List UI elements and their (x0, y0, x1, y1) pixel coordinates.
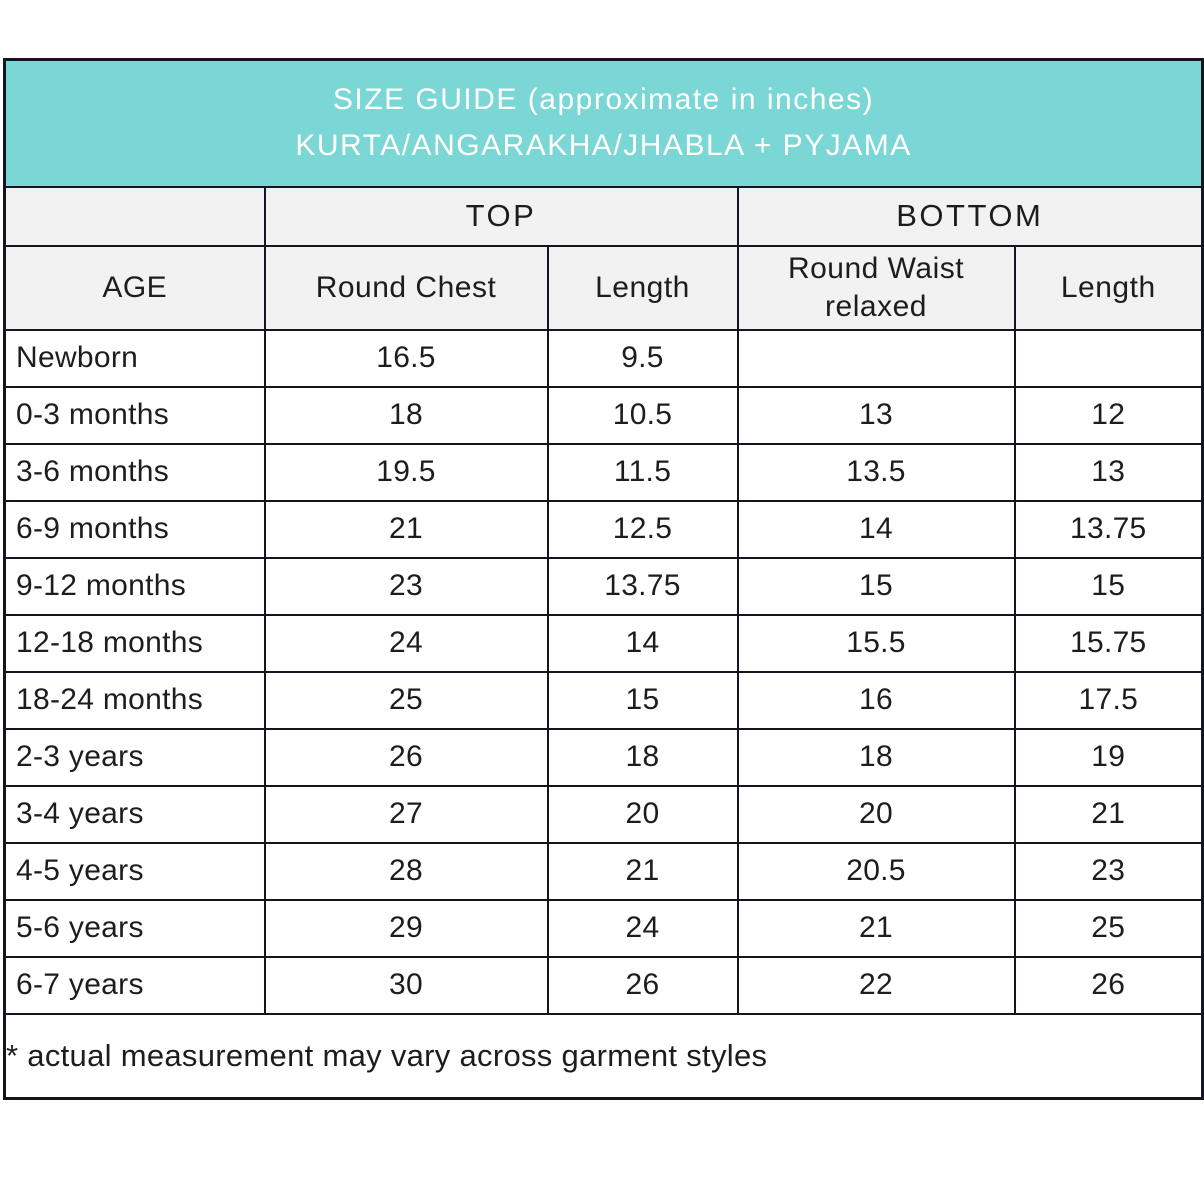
age-cell: 3-6 months (3, 442, 266, 502)
value-cell: 25 (1013, 898, 1204, 958)
table-row: 2-3 years 26 18 18 19 (3, 727, 1204, 787)
column-header-round-waist: Round Waist relaxed (736, 244, 1016, 331)
value-cell: 21 (1013, 784, 1204, 844)
value-cell: 20 (546, 784, 739, 844)
table-row: 5-6 years 29 24 21 25 (3, 898, 1204, 958)
value-cell: 29 (263, 898, 549, 958)
value-cell: 16 (736, 670, 1016, 730)
value-cell: 13 (736, 385, 1016, 445)
age-cell: 0-3 months (3, 385, 266, 445)
value-cell: 20 (736, 784, 1016, 844)
value-cell: 27 (263, 784, 549, 844)
column-header-bottom-length: Length (1013, 244, 1204, 331)
age-cell: 3-4 years (3, 784, 266, 844)
table-row: 6-7 years 30 26 22 26 (3, 955, 1204, 1015)
age-cell: 6-7 years (3, 955, 266, 1015)
value-cell: 15 (736, 556, 1016, 616)
value-cell: 24 (546, 898, 739, 958)
table-row: 4-5 years 28 21 20.5 23 (3, 841, 1204, 901)
value-cell: 15 (546, 670, 739, 730)
value-cell: 12 (1013, 385, 1204, 445)
value-cell: 18 (736, 727, 1016, 787)
value-cell: 20.5 (736, 841, 1016, 901)
value-cell: 12.5 (546, 499, 739, 559)
value-cell: 19.5 (263, 442, 549, 502)
value-cell: 23 (263, 556, 549, 616)
column-header-age: AGE (3, 244, 266, 331)
group-header-row: TOP BOTTOM (3, 185, 1204, 247)
value-cell: 17.5 (1013, 670, 1204, 730)
table-row: 3-4 years 27 20 20 21 (3, 784, 1204, 844)
value-cell: 26 (263, 727, 549, 787)
value-cell: 13.75 (1013, 499, 1204, 559)
column-header-round-chest: Round Chest (263, 244, 549, 331)
age-cell: 6-9 months (3, 499, 266, 559)
value-cell: 26 (546, 955, 739, 1015)
table-row: 9-12 months 23 13.75 15 15 (3, 556, 1204, 616)
page: SIZE GUIDE (approximate in inches) KURTA… (3, 58, 1204, 1100)
value-cell: 15 (1013, 556, 1204, 616)
value-cell: 28 (263, 841, 549, 901)
value-cell: 18 (546, 727, 739, 787)
group-header-spacer (3, 185, 266, 247)
column-header-row: AGE Round Chest Length Round Waist relax… (3, 244, 1204, 331)
table-row: 6-9 months 21 12.5 14 13.75 (3, 499, 1204, 559)
title-row: SIZE GUIDE (approximate in inches) KURTA… (3, 58, 1204, 188)
value-cell: 13.5 (736, 442, 1016, 502)
value-cell: 21 (263, 499, 549, 559)
value-cell: 24 (263, 613, 549, 673)
column-header-top-length: Length (546, 244, 739, 331)
value-cell: 16.5 (263, 328, 549, 388)
age-cell: 4-5 years (3, 841, 266, 901)
table-row: 3-6 months 19.5 11.5 13.5 13 (3, 442, 1204, 502)
value-cell: 18 (263, 385, 549, 445)
value-cell: 11.5 (546, 442, 739, 502)
table-row: 12-18 months 24 14 15.5 15.75 (3, 613, 1204, 673)
value-cell: 14 (736, 499, 1016, 559)
value-cell: 23 (1013, 841, 1204, 901)
value-cell: 15.75 (1013, 613, 1204, 673)
value-cell: 30 (263, 955, 549, 1015)
value-cell: 19 (1013, 727, 1204, 787)
value-cell: 26 (1013, 955, 1204, 1015)
size-guide-table: SIZE GUIDE (approximate in inches) KURTA… (3, 58, 1204, 1100)
age-cell: 2-3 years (3, 727, 266, 787)
table-row: Newborn 16.5 9.5 (3, 328, 1204, 388)
footnote-row: * actual measurement may vary across gar… (3, 1012, 1204, 1100)
value-cell: 15.5 (736, 613, 1016, 673)
value-cell: 21 (546, 841, 739, 901)
value-cell: 22 (736, 955, 1016, 1015)
age-cell: Newborn (3, 328, 266, 388)
value-cell: 13 (1013, 442, 1204, 502)
size-table-body: Newborn 16.5 9.5 0-3 months 18 10.5 13 12 3-6 mo… (3, 328, 1204, 1015)
group-header-top: TOP (263, 185, 739, 247)
age-cell: 9-12 months (3, 556, 266, 616)
title-line-1: SIZE GUIDE (approximate in inches) (332, 82, 875, 116)
table-title: SIZE GUIDE (approximate in inches) KURTA… (3, 58, 1204, 188)
value-cell: 9.5 (546, 328, 739, 388)
value-cell: 10.5 (546, 385, 739, 445)
value-cell: 25 (263, 670, 549, 730)
age-cell: 12-18 months (3, 613, 266, 673)
group-header-bottom: BOTTOM (736, 185, 1204, 247)
table-row: 18-24 months 25 15 16 17.5 (3, 670, 1204, 730)
value-cell: 13.75 (546, 556, 739, 616)
footnote: * actual measurement may vary across gar… (3, 1012, 1204, 1100)
title-line-2: KURTA/ANGARAKHA/JHABLA + PYJAMA (295, 129, 912, 163)
value-cell (736, 328, 1016, 388)
age-cell: 5-6 years (3, 898, 266, 958)
age-cell: 18-24 months (3, 670, 266, 730)
value-cell: 14 (546, 613, 739, 673)
value-cell (1013, 328, 1204, 388)
value-cell: 21 (736, 898, 1016, 958)
table-row: 0-3 months 18 10.5 13 12 (3, 385, 1204, 445)
